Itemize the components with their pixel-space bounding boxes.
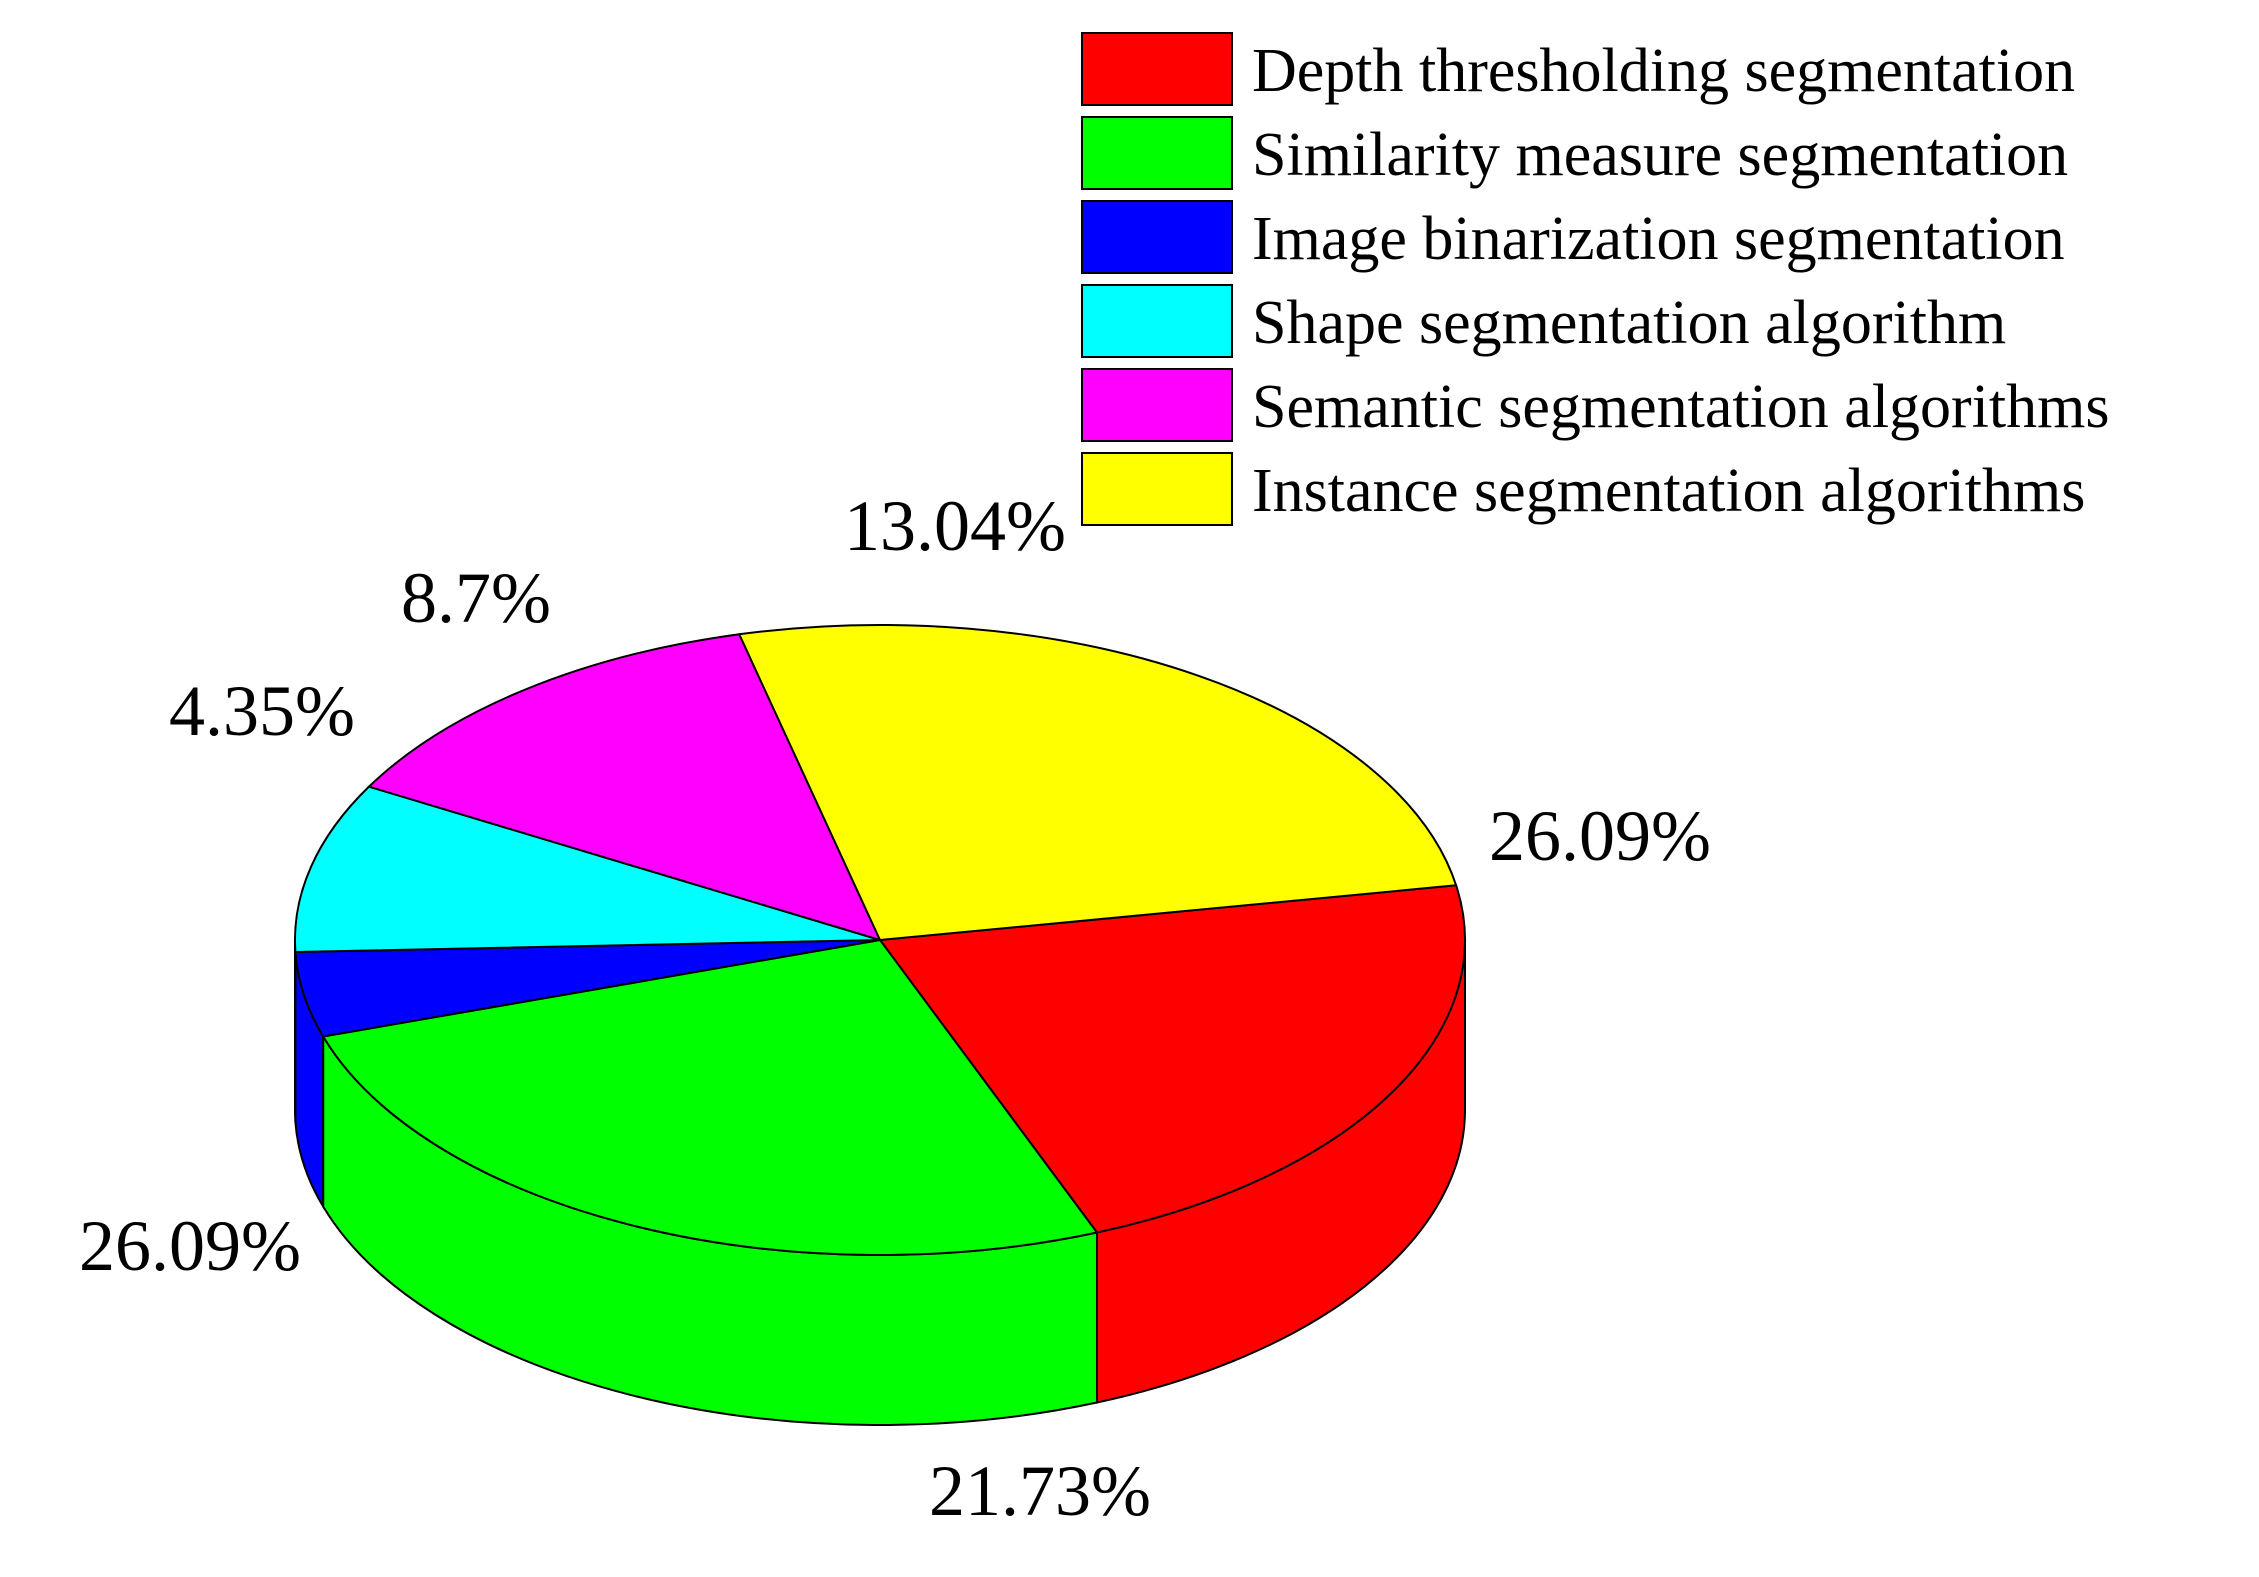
slice-value-label: 13.04% [844, 486, 1066, 566]
slice-value-label: 26.09% [1489, 796, 1711, 876]
legend-swatch [1081, 32, 1233, 106]
pie-labels: 21.73% 26.09% 4.35% 8.7% 13.04% 26.09% [79, 486, 1711, 1531]
pie-tops [294, 624, 1466, 1256]
pie-sides [294, 939, 1466, 1426]
pie-slice [367, 633, 882, 942]
pie-slice [321, 938, 1099, 1256]
legend-label: Instance segmentation algorithms [1252, 457, 2085, 525]
pie-slice [294, 785, 881, 954]
legend-label: Shape segmentation algorithm [1252, 289, 2006, 357]
legend-swatch [1081, 200, 1233, 274]
legend: Depth thresholding segmentation Similarit… [1081, 32, 2110, 526]
slice-value-label: 21.73% [929, 1451, 1151, 1531]
slice-value-label: 26.09% [79, 1206, 301, 1286]
legend-swatch [1081, 368, 1233, 442]
pie-slice [878, 884, 1466, 1234]
legend-label: Depth thresholding segmentation [1252, 37, 2075, 105]
legend-label: Image binarization segmentation [1252, 205, 2065, 273]
legend-label: Semantic segmentation algorithms [1252, 373, 2110, 441]
legend-swatch [1081, 452, 1233, 526]
slice-value-label: 4.35% [169, 671, 355, 751]
slice-value-label: 8.7% [401, 558, 551, 638]
pie-slice [737, 624, 1458, 942]
legend-swatch [1081, 116, 1233, 190]
legend-label: Similarity measure segmentation [1252, 121, 2068, 189]
legend-swatch [1081, 284, 1233, 358]
